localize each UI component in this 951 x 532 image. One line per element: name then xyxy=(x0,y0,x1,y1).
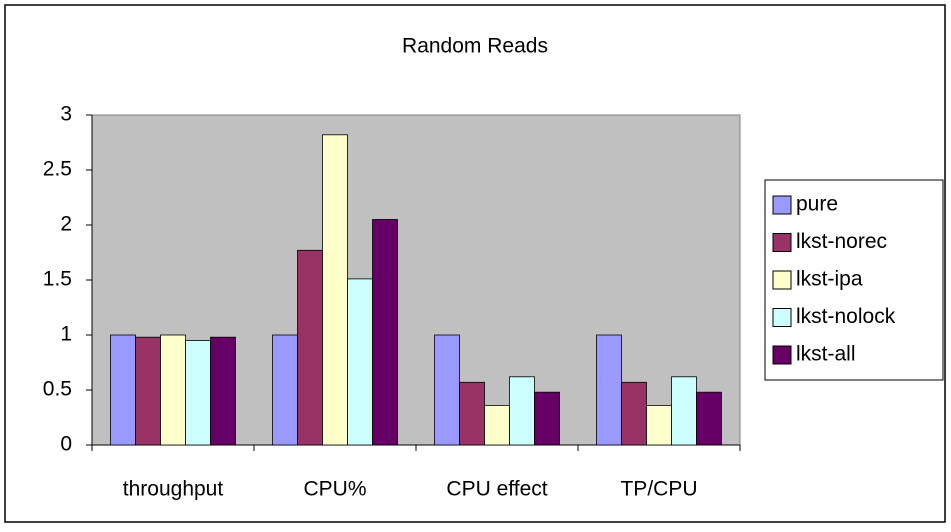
y-tick-label: 1.5 xyxy=(43,268,72,291)
x-tick-label: TP/CPU xyxy=(620,478,697,501)
bar xyxy=(671,376,697,446)
bar xyxy=(696,391,722,446)
x-tick-label: CPU% xyxy=(303,478,366,501)
bar xyxy=(185,340,211,446)
bar xyxy=(135,336,161,446)
legend-label: lkst-all xyxy=(796,343,856,366)
legend-label: lkst-ipa xyxy=(796,268,863,291)
bar xyxy=(110,334,136,446)
bar xyxy=(484,404,510,446)
y-tick-label: 0 xyxy=(60,433,72,456)
bar xyxy=(534,391,560,446)
bar xyxy=(322,134,348,446)
x-tick-label: throughput xyxy=(123,478,224,501)
bar xyxy=(509,376,535,446)
bar xyxy=(160,334,186,446)
bar xyxy=(272,334,298,446)
bar xyxy=(210,336,236,446)
legend-swatch xyxy=(772,233,792,252)
y-tick-label: 2 xyxy=(60,213,72,236)
bar xyxy=(434,334,460,446)
y-tick-label: 0.5 xyxy=(43,378,72,401)
bar xyxy=(596,334,622,446)
legend-swatch xyxy=(772,195,792,215)
y-tick-label: 1 xyxy=(60,323,72,346)
chart-title: Random Reads xyxy=(402,35,548,58)
legend-label: lkst-norec xyxy=(796,230,887,253)
legend-label: lkst-nolock xyxy=(796,305,896,328)
legend-label: pure xyxy=(796,193,838,216)
y-tick-label: 2.5 xyxy=(43,158,72,181)
bar xyxy=(347,278,373,446)
bar xyxy=(297,249,323,446)
y-tick-label: 3 xyxy=(60,103,72,126)
legend-swatch xyxy=(772,345,792,365)
x-tick-label: CPU effect xyxy=(446,478,547,501)
legend-box xyxy=(764,179,944,381)
legend-swatch xyxy=(772,308,792,327)
bar xyxy=(459,381,485,446)
legend-swatch xyxy=(772,270,792,290)
bar xyxy=(621,381,647,446)
bar xyxy=(372,219,398,446)
bar xyxy=(646,404,672,446)
